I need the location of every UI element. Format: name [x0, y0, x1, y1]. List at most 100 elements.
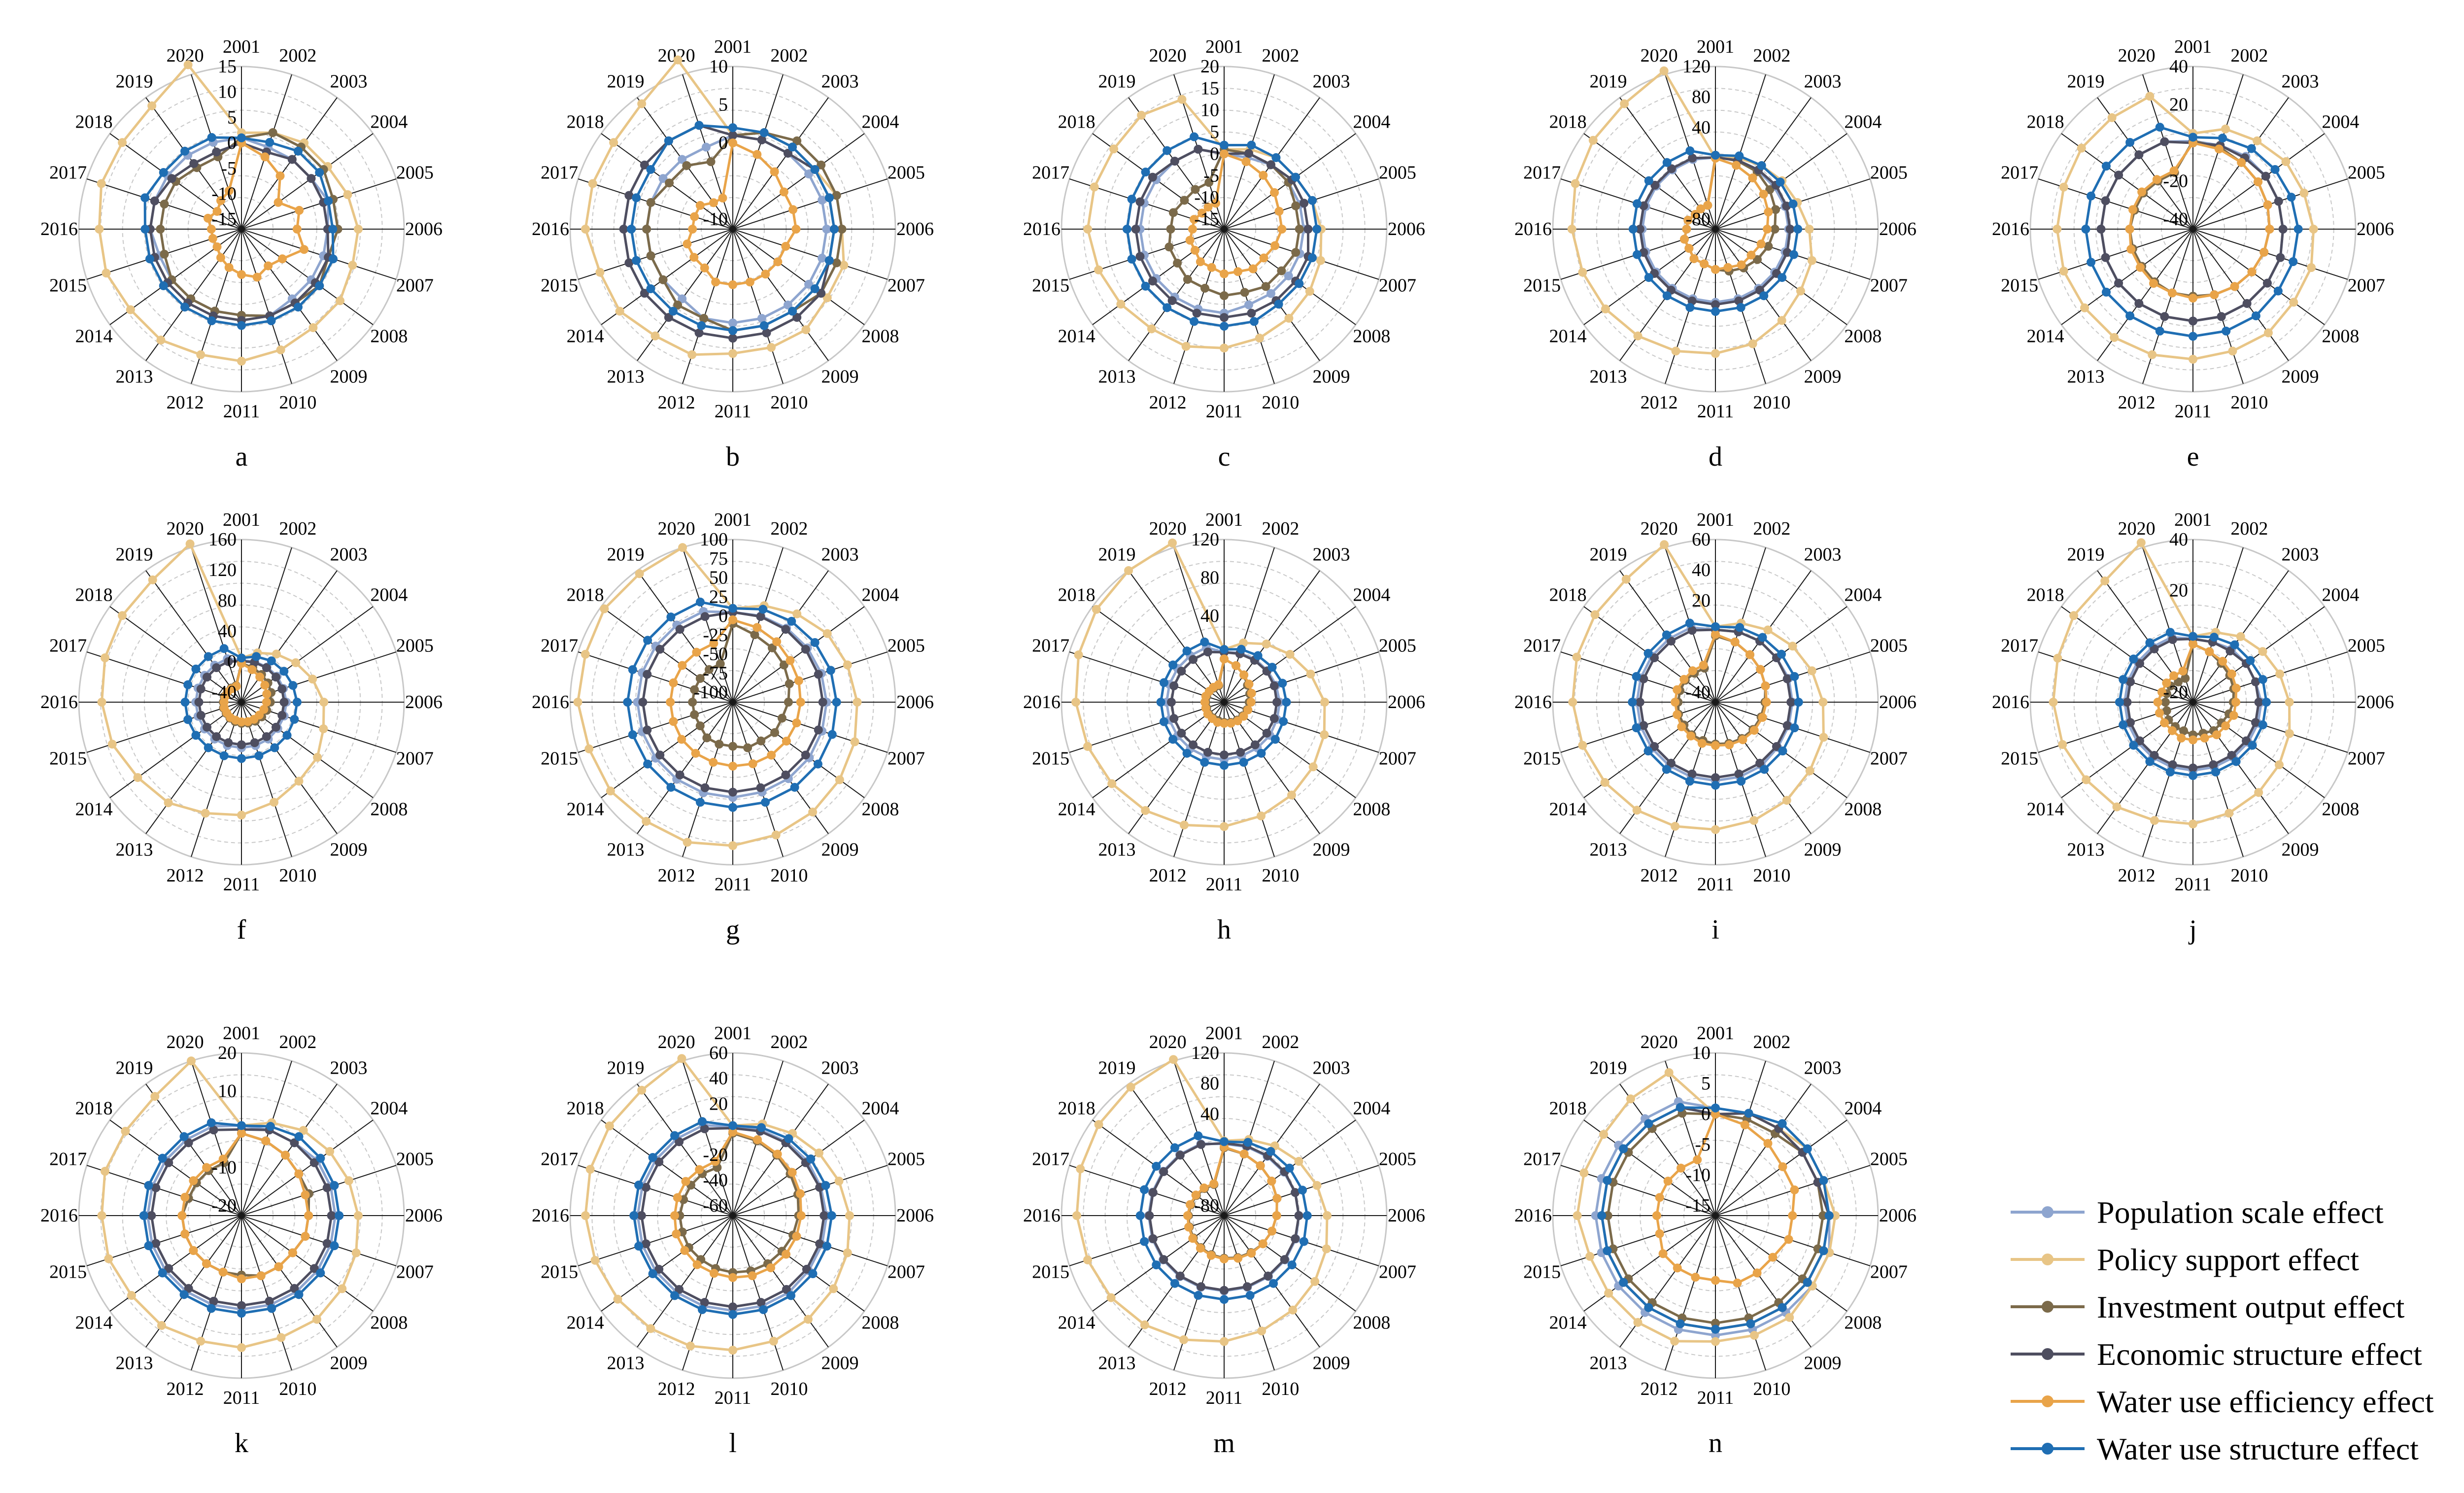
data-point: [1249, 317, 1259, 326]
spoke: [2192, 606, 2325, 703]
data-point: [1233, 1254, 1243, 1263]
data-point: [1744, 1109, 1753, 1118]
data-point: [266, 1121, 275, 1131]
data-point: [139, 1211, 148, 1220]
tick-label: 100: [700, 529, 728, 550]
year-label: 2014: [1549, 1312, 1587, 1333]
data-point: [1173, 258, 1182, 268]
data-point: [2205, 647, 2214, 656]
data-point: [1764, 207, 1773, 217]
data-point: [655, 750, 665, 760]
data-point: [1159, 678, 1168, 687]
year-label: 2001: [1205, 509, 1243, 530]
year-label: 2011: [1206, 1388, 1243, 1408]
data-point: [628, 665, 637, 674]
data-point: [585, 1165, 595, 1174]
year-label: 2003: [821, 544, 858, 565]
year-label: 2006: [1879, 219, 1916, 239]
data-point: [766, 1263, 775, 1272]
data-point: [1284, 313, 1294, 323]
data-point: [796, 1211, 806, 1220]
data-point: [1189, 655, 1198, 664]
year-label: 2011: [715, 401, 752, 422]
data-point: [1805, 225, 1814, 234]
data-point: [728, 787, 737, 797]
data-point: [678, 543, 687, 552]
data-point: [1633, 331, 1643, 340]
data-point: [642, 816, 651, 826]
data-point: [788, 306, 797, 316]
data-point: [1246, 698, 1256, 707]
data-point: [1267, 663, 1277, 672]
panel-letter: b: [726, 441, 740, 472]
data-point: [160, 200, 169, 209]
data-point: [1711, 825, 1720, 834]
data-point: [701, 142, 711, 152]
year-label: 2007: [1379, 748, 1416, 769]
legend-label: Water use efficiency effect: [2097, 1384, 2434, 1419]
data-point: [2129, 654, 2138, 664]
data-point: [817, 160, 826, 170]
data-point: [232, 681, 241, 691]
data-point: [1711, 622, 1720, 631]
data-point: [202, 1163, 211, 1172]
year-label: 2004: [1844, 585, 1882, 606]
year-label: 2012: [167, 392, 204, 413]
data-point: [2218, 657, 2227, 666]
data-point: [147, 1211, 156, 1220]
data-point: [581, 649, 590, 659]
data-point: [757, 1123, 766, 1132]
data-point: [1711, 150, 1720, 160]
data-point: [2135, 659, 2144, 668]
data-point: [1696, 204, 1706, 213]
year-label: 2012: [167, 865, 204, 886]
spoke: [109, 1120, 242, 1216]
data-point: [1662, 630, 1671, 640]
tick-label: -80: [1194, 1195, 1219, 1216]
data-point: [97, 698, 106, 707]
data-point: [2246, 656, 2255, 665]
year-label: 2005: [396, 636, 434, 656]
legend-label: Policy support effect: [2097, 1242, 2359, 1277]
spoke: [732, 133, 865, 230]
data-point: [2259, 247, 2269, 257]
data-point: [1771, 205, 1780, 214]
data-point: [1175, 1151, 1185, 1160]
data-point: [827, 730, 837, 739]
data-point: [695, 721, 705, 731]
data-point: [1819, 1246, 1828, 1255]
data-point: [1200, 758, 1209, 767]
year-label: 2004: [1844, 112, 1882, 133]
data-point: [677, 1054, 686, 1063]
year-label: 2003: [821, 71, 858, 92]
year-label: 2007: [396, 748, 434, 769]
panel-letter: f: [237, 915, 246, 945]
data-point: [581, 225, 590, 234]
data-point: [673, 301, 683, 310]
data-point: [623, 698, 632, 707]
tick-label: 5: [719, 95, 728, 115]
data-point: [121, 1126, 130, 1136]
data-point: [716, 659, 725, 669]
spoke: [1224, 702, 1275, 857]
data-point: [646, 251, 655, 261]
data-point: [1679, 675, 1689, 684]
data-point: [1141, 168, 1150, 177]
year-label: 2002: [1753, 1032, 1790, 1052]
data-point: [2059, 182, 2068, 192]
year-label: 2005: [888, 636, 925, 656]
data-point: [1291, 1188, 1300, 1197]
data-point: [1691, 1273, 1700, 1282]
data-point: [1664, 1068, 1674, 1077]
data-point: [274, 1262, 283, 1271]
data-point: [2309, 225, 2318, 234]
year-label: 2003: [1804, 544, 1841, 565]
year-label: 2001: [2174, 509, 2212, 530]
tick-label: -20: [211, 1195, 237, 1216]
data-point: [1749, 1331, 1759, 1340]
data-point: [1236, 747, 1245, 757]
data-point: [2114, 170, 2123, 180]
data-point: [267, 1304, 276, 1313]
data-point: [666, 612, 676, 622]
data-point: [1643, 648, 1653, 658]
